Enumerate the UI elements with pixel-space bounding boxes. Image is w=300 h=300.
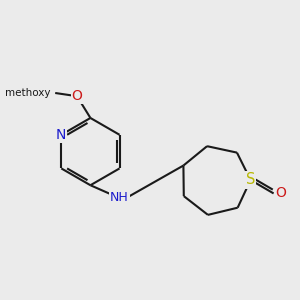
Text: methoxy: methoxy	[5, 88, 50, 98]
Text: N: N	[56, 128, 67, 142]
Text: O: O	[71, 89, 82, 103]
Text: NH: NH	[110, 191, 129, 204]
Text: O: O	[275, 186, 286, 200]
Text: S: S	[246, 172, 255, 188]
